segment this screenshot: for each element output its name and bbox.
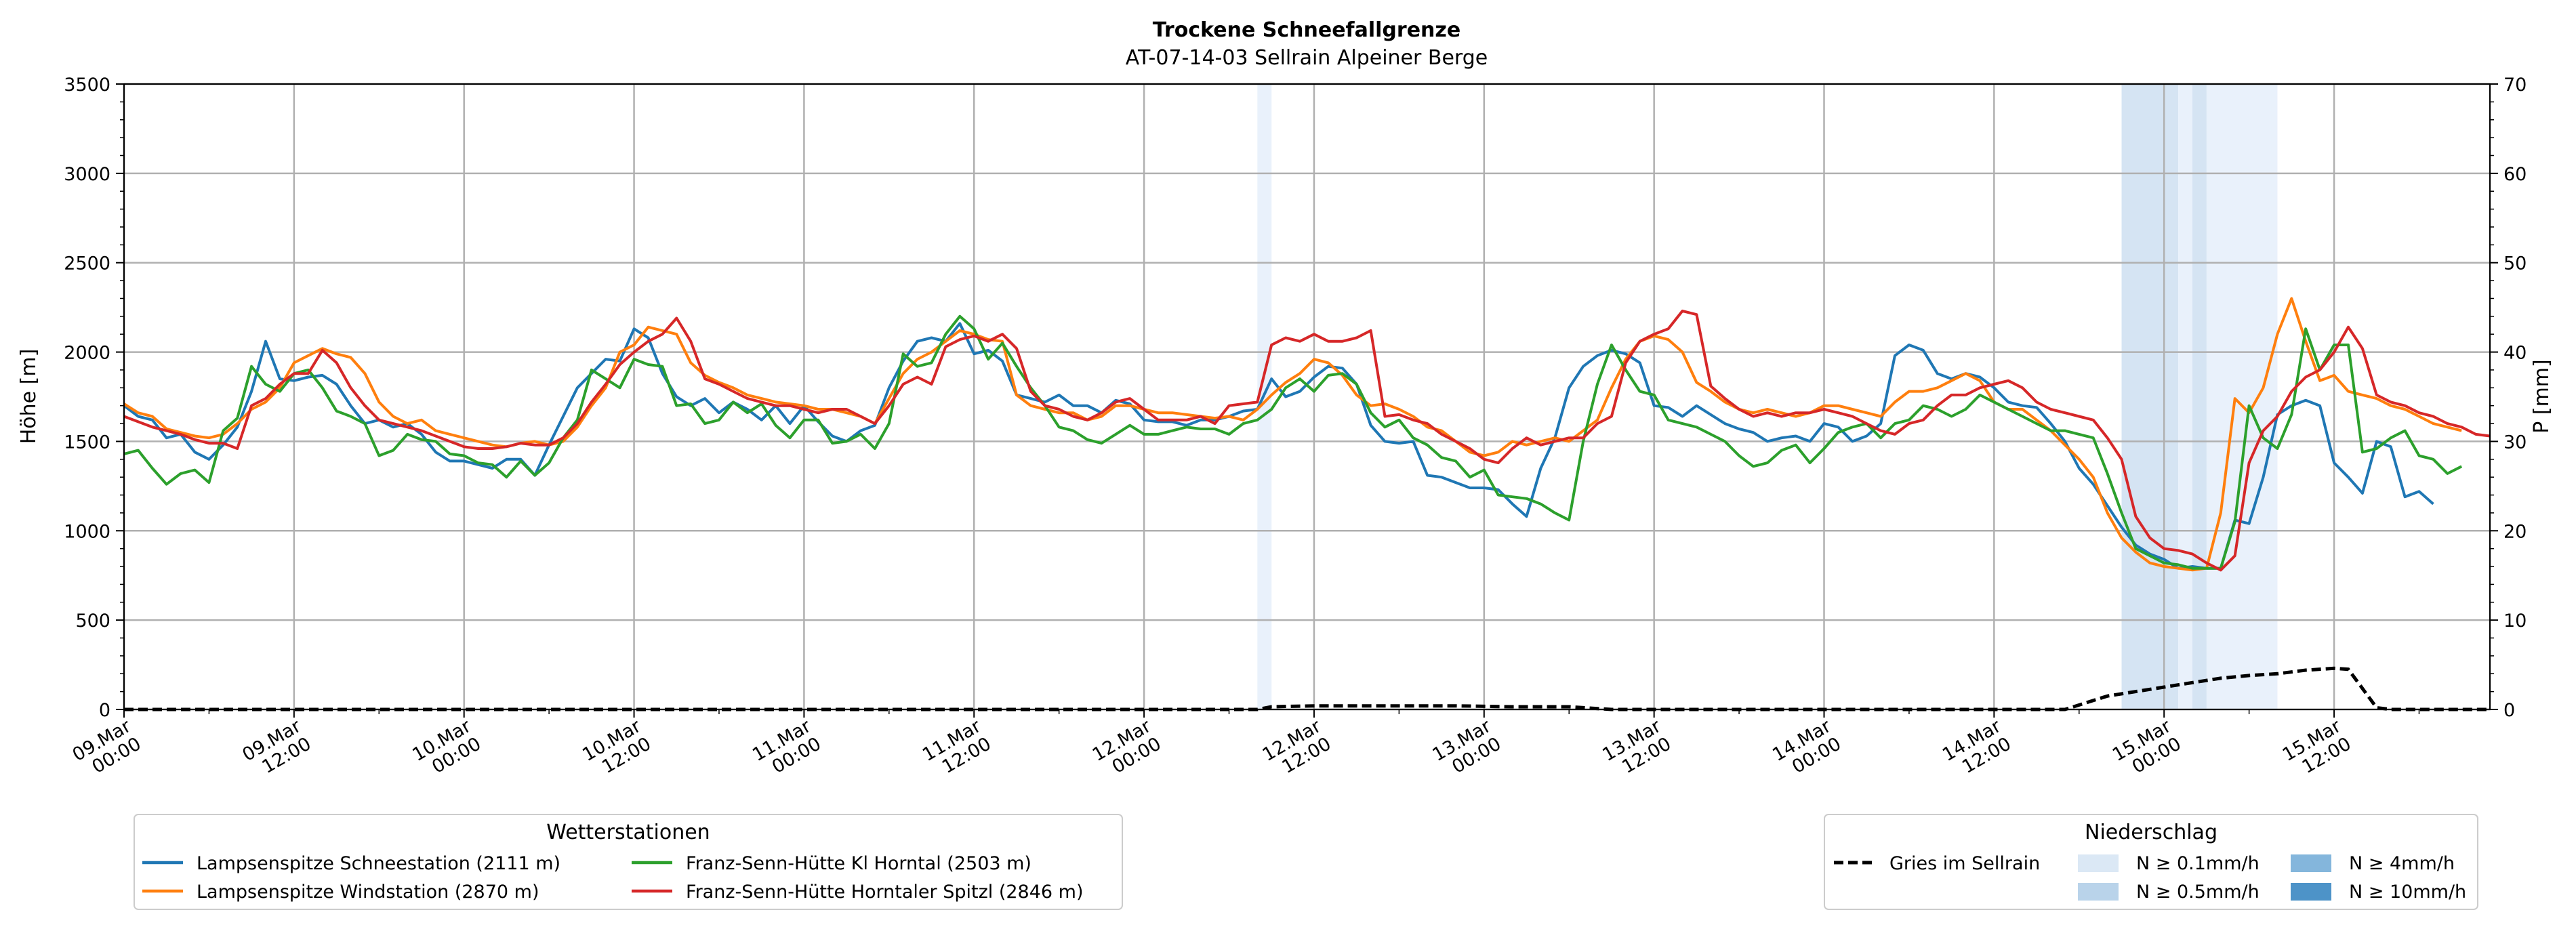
precipitation-bands [1257,84,2278,709]
y-tick-label-5: 2500 [64,253,110,274]
precip-line-gries-im-sellrain [124,666,2490,711]
y-tick-label-2: 1000 [64,521,110,542]
legend-label-precip-4: N ≥ 4mm/h [2349,853,2455,874]
y2-axis-label: P [mm] [2530,359,2554,433]
y-tick-label-1: 500 [75,611,110,632]
legend-label-precip-10: N ≥ 10mm/h [2349,882,2466,903]
legend-swatch-precip-10 [2291,883,2331,901]
y-tick-label-7: 3500 [64,75,110,96]
legend-label-gries-im-sellrain: Gries im Sellrain [1889,853,2040,874]
station-legend-title: Wetterstationen [546,821,710,844]
y2-tick-label-3: 30 [2503,432,2527,453]
legend-label-franz-senn-horntaler-spitzl: Franz-Senn-Hütte Horntaler Spitzl (2846 … [686,882,1084,903]
y-tick-label-0: 0 [99,700,110,721]
legend-swatch-precip-4 [2291,854,2331,872]
y-tick-label-4: 2000 [64,343,110,364]
precip-band-2 [2178,84,2193,709]
y-axis-label: Höhe [m] [17,349,41,445]
legend-swatch-precip-01 [2078,854,2119,872]
y2-tick-label-2: 20 [2503,521,2527,542]
y2-tick-label-1: 10 [2503,611,2527,632]
y-tick-label-3: 1500 [64,432,110,453]
plot-frame [123,83,2491,711]
precip-band-4 [2206,84,2278,709]
y-tick-label-6: 3000 [64,164,110,185]
x-tick-label-4: 11.Mar00:00 [749,716,825,783]
legend-label-franz-senn-kl-horntal: Franz-Senn-Hütte Kl Horntal (2503 m) [686,853,1031,874]
station-legend: Wetterstationen Lampsenspitze Schneestat… [134,814,1123,910]
chart-title: Trockene Schneefallgrenze [1153,18,1460,42]
y2-tick-label-7: 70 [2503,75,2527,96]
legend-label-lampsenspitze-windstation: Lampsenspitze Windstation (2870 m) [197,882,539,903]
legend-swatch-precip-05 [2078,883,2119,901]
precipitation-legend-title: Niederschlag [2085,821,2217,844]
y2-tick-label-5: 50 [2503,253,2527,274]
y2-tick-label-6: 60 [2503,164,2527,185]
station-legend-box [134,814,1123,910]
series-line-franz-senn-h-tte-horntaler-spitzl-2846-m [123,309,2491,572]
precip-band-1 [2121,84,2179,709]
series-lines [123,297,2491,711]
precipitation-legend: Niederschlag Gries im Sellrain N ≥ 0.1mm… [1824,814,2478,910]
legend-label-lampsenspitze-schneestation: Lampsenspitze Schneestation (2111 m) [197,853,560,874]
chart-subtitle: AT-07-14-03 Sellrain Alpeiner Berge [1126,46,1488,70]
precip-band-3 [2192,84,2207,709]
legend-label-precip-01: N ≥ 0.1mm/h [2136,853,2260,874]
y2-tick-label-4: 40 [2503,343,2527,364]
series-line-franz-senn-h-tte-kl-horntal-2503-m [123,314,2463,570]
legend-label-precip-05: N ≥ 0.5mm/h [2136,882,2260,903]
y2-tick-label-0: 0 [2503,700,2515,721]
